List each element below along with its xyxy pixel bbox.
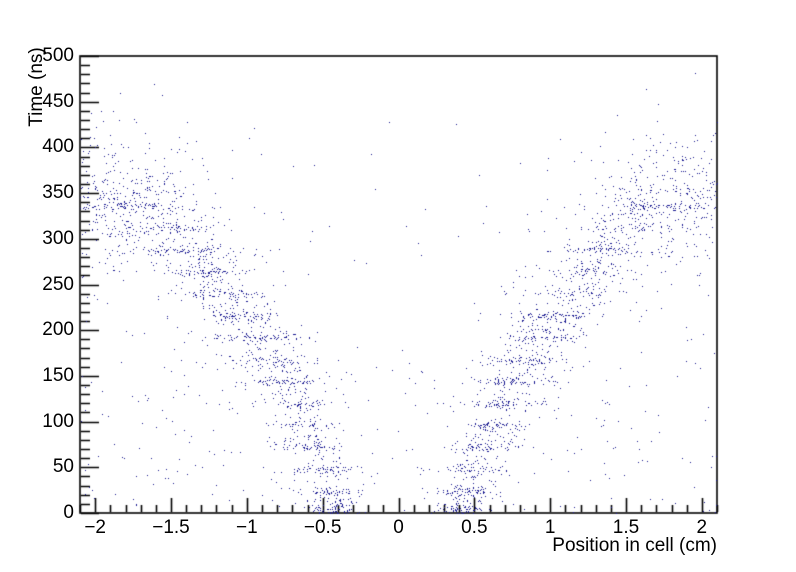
y-tick-label: 300 — [42, 227, 74, 249]
x-axis-title: Position in cell (cm) — [552, 535, 717, 556]
y-tick-label: 250 — [42, 273, 74, 295]
y-tick-label: 200 — [42, 319, 74, 341]
x-tick-label: −1 — [235, 517, 258, 538]
x-tick-label: 1 — [544, 517, 556, 538]
x-tick-label: −0.5 — [303, 517, 342, 538]
y-axis-title: Time (ns) — [26, 47, 47, 127]
y-tick-label: 150 — [42, 364, 74, 386]
x-tick-label: 0 — [393, 517, 404, 538]
y-tick-label: 500 — [42, 45, 74, 66]
y-tick-label: 0 — [63, 502, 74, 523]
y-tick-label: 350 — [42, 182, 74, 204]
x-tick-label: −2 — [84, 517, 106, 538]
x-tick-label: 2 — [696, 517, 708, 538]
y-tick-label: 450 — [42, 90, 74, 112]
x-tick-label: 0.5 — [461, 517, 488, 538]
y-tick-label: 100 — [42, 410, 74, 432]
y-tick-label: 400 — [42, 136, 74, 158]
x-tick-label: −1.5 — [152, 517, 190, 538]
y-tick-label: 50 — [52, 456, 74, 478]
x-tick-label: 1.5 — [612, 517, 640, 538]
